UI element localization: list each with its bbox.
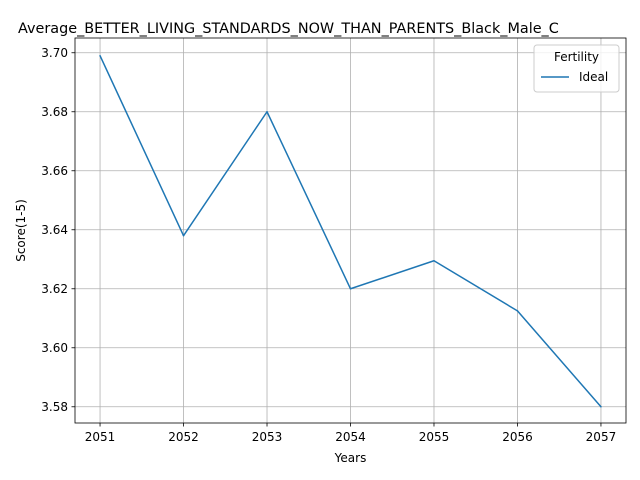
x-tick-label: 2053: [252, 430, 283, 444]
y-tick-label: 3.58: [41, 400, 68, 414]
legend: Fertility Ideal: [533, 44, 620, 93]
data-point: [600, 406, 602, 408]
y-tick-label: 3.60: [41, 341, 68, 355]
y-tick-label: 3.64: [41, 223, 68, 237]
x-tick-label: 2051: [85, 430, 116, 444]
chart-title: Average_BETTER_LIVING_STANDARDS_NOW_THAN…: [18, 21, 559, 37]
x-tick-label: 2055: [419, 430, 450, 444]
y-tick-label: 3.62: [41, 282, 68, 296]
legend-label-ideal: Ideal: [579, 70, 608, 84]
x-tick-label: 2052: [168, 430, 199, 444]
y-tick-label: 3.68: [41, 105, 68, 119]
data-point: [266, 111, 268, 113]
data-point: [433, 259, 435, 262]
x-tick-label: 2057: [586, 430, 617, 444]
grid-lines: [75, 38, 626, 423]
y-axis-ticks: 3.58 3.60 3.62 3.64 3.66 3.68 3.70: [41, 46, 75, 414]
data-point: [349, 288, 352, 290]
y-tick-label: 3.70: [41, 46, 68, 60]
x-axis-ticks: 2051 2052 2053 2054 2055 2056 2057: [85, 423, 616, 444]
legend-title: Fertility: [554, 50, 599, 64]
legend-box: [533, 44, 620, 93]
x-tick-label: 2056: [502, 430, 533, 444]
y-tick-label: 3.66: [41, 164, 68, 178]
x-axis-label: Years: [334, 451, 367, 465]
data-point: [182, 234, 185, 237]
data-point: [516, 310, 519, 312]
y-axis-label: Score(1-5): [14, 199, 28, 262]
x-tick-label: 2054: [335, 430, 366, 444]
series-layer: [99, 54, 602, 408]
data-point: [99, 54, 101, 57]
